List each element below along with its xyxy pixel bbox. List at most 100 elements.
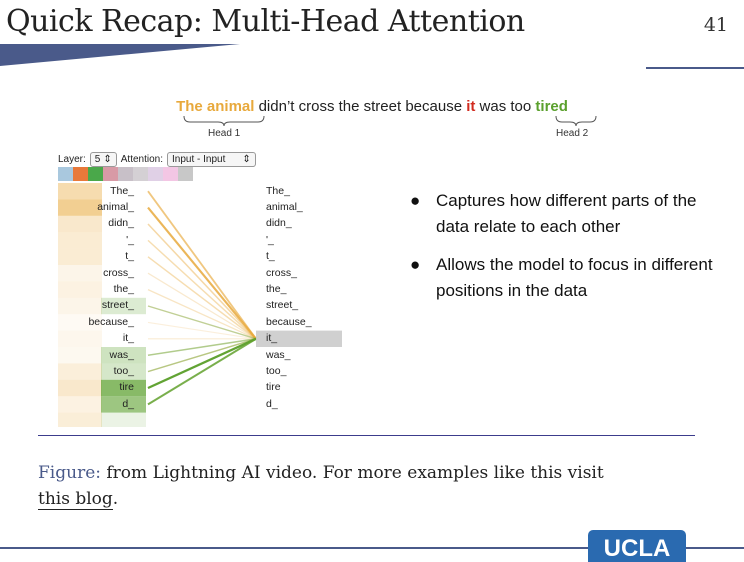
right-token[interactable]: the_ [266,282,287,295]
head-swatch[interactable] [178,167,193,181]
bullet-item: ● Captures how different parts of the dat… [410,188,730,240]
head1-attention-line [147,289,257,340]
title-underline-wedge [0,44,240,66]
head1-attention-line [147,321,257,340]
attention-label: Attention: [120,154,164,165]
left-token[interactable]: didn_ [108,217,134,230]
head1-brace [183,115,265,127]
left-token[interactable]: '_ [126,233,134,246]
sentence-middle-1: didn’t cross the street because [254,98,467,115]
head2-attention-line [147,305,257,340]
right-token[interactable]: didn_ [266,217,292,230]
head1-attention-line [147,223,257,340]
head1-weight-cell [58,248,102,265]
head-swatch[interactable] [163,167,178,181]
right-token[interactable]: was_ [266,348,291,361]
slide-title: Quick Recap: Multi-Head Attention [6,4,525,39]
left-token[interactable]: d_ [122,397,134,410]
sentence-it-span: it [466,98,476,115]
right-token[interactable]: it_ [266,332,278,345]
head1-weight-cell [58,314,102,331]
head1-weight-cell [58,396,102,413]
example-sentence: The animal didn’t cross the street becau… [0,98,744,115]
head1-attention-line [147,190,257,340]
right-token[interactable]: '_ [266,233,274,246]
slide-number: 41 [703,14,728,36]
attention-value: Input - Input [172,154,226,165]
right-token[interactable]: The_ [266,184,290,197]
left-token[interactable]: animal_ [97,200,134,213]
layer-select[interactable]: 5 ⇕ [89,152,117,167]
right-token[interactable]: street_ [266,299,299,312]
left-token[interactable]: t_ [125,250,134,263]
bullet-item: ● Allows the model to focus in different … [410,252,730,304]
footer-rule [0,547,744,549]
head2-weight-cell [101,396,146,413]
head2-weight-cell [101,379,146,397]
updown-icon: ⇕ [242,154,251,165]
bullet-text: Captures how different parts of the data… [436,191,697,236]
head2-label: Head 2 [556,128,589,139]
left-token[interactable]: it_ [122,332,134,345]
head1-weight-cell [58,199,102,216]
head2-attention-line [147,338,257,373]
head1-weight-cell [58,347,102,364]
head-swatch[interactable] [88,167,103,181]
head1-attention-line [147,338,257,373]
right-token[interactable]: cross_ [266,266,297,279]
bullet-dot-icon: ● [410,191,421,210]
head1-attention-line [147,239,257,340]
head1-weight-cell [58,330,102,347]
bullet-text: Allows the model to focus in different p… [436,255,713,300]
left-token[interactable]: because_ [88,315,134,328]
right-token[interactable]: tire [266,381,281,394]
head-swatch[interactable] [148,167,163,181]
head-braces [183,115,597,127]
head1-attention-line [147,256,257,340]
head2-weight-cell [101,347,146,364]
head1-weight-cell [58,265,102,282]
figure-caption: Figure: from Lightning AI video. For mor… [38,460,718,512]
right-token[interactable]: too_ [266,364,287,377]
left-token[interactable]: was_ [109,348,134,361]
sentence-head2-span: tired [535,98,568,115]
head1-attention-line [147,206,257,340]
attention-visualization [58,183,342,427]
head1-weight-cell [58,297,102,315]
left-token[interactable]: street_ [101,299,134,312]
head2-weight-cell [101,363,146,380]
left-token[interactable]: the_ [113,282,134,295]
head1-weight-cell [58,363,102,380]
right-token[interactable]: because_ [266,315,312,328]
layer-label: Layer: [58,154,86,165]
sentence-head1-span: The animal [176,98,255,115]
head-swatch[interactable] [103,167,118,181]
head1-weight-cell [58,281,102,298]
left-token[interactable]: cross_ [103,266,134,279]
head-swatch[interactable] [133,167,148,181]
attention-select[interactable]: Input - Input ⇕ [167,152,256,167]
head1-label: Head 1 [208,128,241,139]
right-token[interactable]: d_ [266,397,278,410]
head1-weight-cell [58,412,102,427]
head-swatch[interactable] [58,167,73,181]
head1-attention-line [147,272,257,340]
right-token[interactable]: animal_ [266,200,303,213]
right-token[interactable]: t_ [266,250,275,263]
caption-label: Figure: [38,463,101,483]
blog-link[interactable]: this blog [38,489,113,510]
left-token[interactable]: too_ [113,364,134,377]
head2-attention-line [147,338,257,356]
updown-icon: ⇕ [103,154,112,165]
focus-token-highlight [256,330,342,347]
head2-weight-cell [101,297,146,315]
head2-brace [555,115,597,127]
head-swatch[interactable] [73,167,88,181]
header-rule [646,67,744,69]
caption-text: from Lightning AI video. For more exampl… [100,463,604,483]
head-swatch[interactable] [118,167,133,181]
left-token[interactable]: The_ [110,184,134,197]
layer-value: 5 [94,154,101,165]
caption-rule [38,435,695,436]
left-token[interactable]: tire [119,381,134,394]
